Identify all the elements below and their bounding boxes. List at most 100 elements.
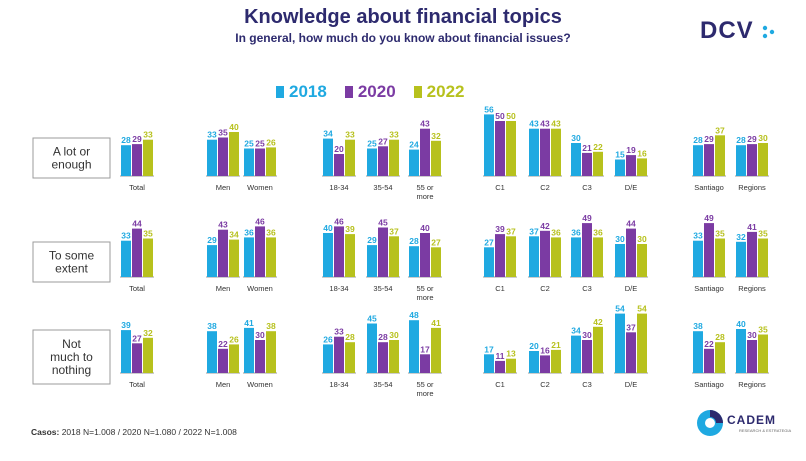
data-label-2022-santiago: 28 <box>715 332 725 342</box>
legend-item-2020: 2020 <box>344 82 396 102</box>
bar-2022-d-e <box>637 244 647 277</box>
data-label-2020-c1: 11 <box>496 351 505 361</box>
data-label-2022-35-54: 33 <box>389 130 399 140</box>
bar-2020-d-e <box>626 155 636 176</box>
data-label-2020-18-34: 46 <box>334 216 344 226</box>
data-label-2018-c1: 56 <box>484 104 494 114</box>
data-label-2022-regions: 35 <box>758 325 768 335</box>
bar-2020-men <box>218 348 228 373</box>
data-label-2020-c2: 16 <box>540 345 550 355</box>
data-label-2022-18-34: 33 <box>345 130 355 140</box>
row-label: Not much to nothing <box>50 337 93 377</box>
bar-2022-55-or-more <box>431 247 441 277</box>
data-label-2022-men: 34 <box>229 230 239 240</box>
bar-2022-c3 <box>593 237 603 277</box>
dcv-logo: DCV <box>700 17 754 44</box>
category-label-total: Total <box>129 284 145 293</box>
data-label-2020-c2: 42 <box>540 221 550 231</box>
legend-label-2020: 2020 <box>357 82 396 101</box>
data-label-2020-santiago: 49 <box>704 213 714 223</box>
data-label-2018-d-e: 30 <box>615 234 625 244</box>
bar-2020-d-e <box>626 228 636 277</box>
data-label-2022-d-e: 30 <box>637 234 647 244</box>
category-label-c2: C2 <box>540 284 550 293</box>
data-label-2020-35-54: 28 <box>378 332 388 342</box>
data-label-2022-55-or-more: 32 <box>431 131 441 141</box>
bar-2020-women <box>255 226 265 277</box>
data-label-2018-18-34: 26 <box>323 334 333 344</box>
bar-2020-regions <box>747 231 757 277</box>
bar-2020-c2 <box>540 128 550 176</box>
bar-2020-santiago <box>704 223 714 277</box>
data-label-2020-c1: 50 <box>495 111 505 121</box>
category-label-women: Women <box>247 284 273 293</box>
category-label-total: Total <box>129 380 145 389</box>
data-label-2020-men: 43 <box>218 220 228 230</box>
data-label-2018-18-34: 34 <box>323 129 333 139</box>
data-label-2022-santiago: 35 <box>715 229 725 239</box>
bar-2022-total <box>143 337 153 373</box>
bar-2022-c2 <box>551 128 561 176</box>
bar-2022-c2 <box>551 349 561 373</box>
legend-swatch-2018 <box>276 86 284 98</box>
data-label-2022-c2: 21 <box>551 340 561 350</box>
bar-2020-55-or-more <box>420 233 430 277</box>
bar-2018-total <box>121 240 131 277</box>
data-label-2018-35-54: 25 <box>367 139 377 149</box>
category-label-men: Men <box>216 284 231 293</box>
bar-2022-santiago <box>715 342 725 373</box>
data-label-2022-18-34: 28 <box>345 332 355 342</box>
data-label-2020-total: 44 <box>132 219 142 229</box>
bar-2018-men <box>207 245 217 277</box>
data-label-2022-55-or-more: 41 <box>431 318 441 328</box>
data-label-2018-men: 38 <box>207 321 217 331</box>
bar-2020-c3 <box>582 340 592 373</box>
data-label-2022-total: 35 <box>143 229 153 239</box>
row-label: A lot or enough <box>51 145 91 172</box>
bar-2018-c2 <box>529 236 539 277</box>
category-label-55-or-more: 55 or more <box>416 284 434 302</box>
bar-2018-55-or-more <box>409 320 419 373</box>
data-label-2018-total: 39 <box>121 320 131 330</box>
bar-2020-women <box>255 148 265 176</box>
bar-2022-35-54 <box>389 236 399 277</box>
data-label-2018-c3: 30 <box>571 133 581 143</box>
bar-2022-women <box>266 331 276 373</box>
bar-2018-18-34 <box>323 233 333 277</box>
data-label-2020-regions: 29 <box>747 134 757 144</box>
data-label-2020-c2: 43 <box>540 119 550 129</box>
data-label-2022-total: 32 <box>143 328 153 338</box>
data-label-2020-regions: 30 <box>747 330 757 340</box>
bar-2022-men <box>229 239 239 277</box>
bar-2020-c2 <box>540 355 550 373</box>
data-label-2022-d-e: 16 <box>637 148 647 158</box>
bar-2018-18-34 <box>323 344 333 373</box>
data-label-2018-c3: 34 <box>571 326 581 336</box>
bar-2020-women <box>255 340 265 373</box>
bar-2022-total <box>143 238 153 277</box>
data-label-2020-women: 46 <box>255 216 265 226</box>
data-label-2020-18-34: 20 <box>334 144 344 154</box>
data-label-2020-55-or-more: 40 <box>420 223 430 233</box>
data-label-2022-55-or-more: 27 <box>431 237 441 247</box>
data-label-2020-c3: 21 <box>582 143 592 153</box>
bar-2022-c3 <box>593 151 603 176</box>
bar-2022-18-34 <box>345 234 355 277</box>
casos-text: 2018 N=1.008 / 2020 N=1.080 / 2022 N=1.0… <box>59 427 237 437</box>
data-label-2022-regions: 30 <box>758 133 768 143</box>
data-label-2018-35-54: 45 <box>367 314 377 324</box>
data-label-2018-18-34: 40 <box>323 223 333 233</box>
data-label-2022-d-e: 54 <box>637 304 647 314</box>
bar-2020-santiago <box>704 348 714 373</box>
data-label-2018-c2: 37 <box>529 226 539 236</box>
data-label-2020-18-34: 33 <box>334 327 344 337</box>
bar-2020-18-34 <box>334 226 344 277</box>
bar-2018-c2 <box>529 128 539 176</box>
bar-2022-regions <box>758 238 768 277</box>
bar-2018-women <box>244 237 254 277</box>
category-label-women: Women <box>247 183 273 192</box>
data-label-2020-c3: 49 <box>582 213 592 223</box>
category-label-c1: C1 <box>495 380 505 389</box>
data-label-2018-c1: 27 <box>484 237 494 247</box>
